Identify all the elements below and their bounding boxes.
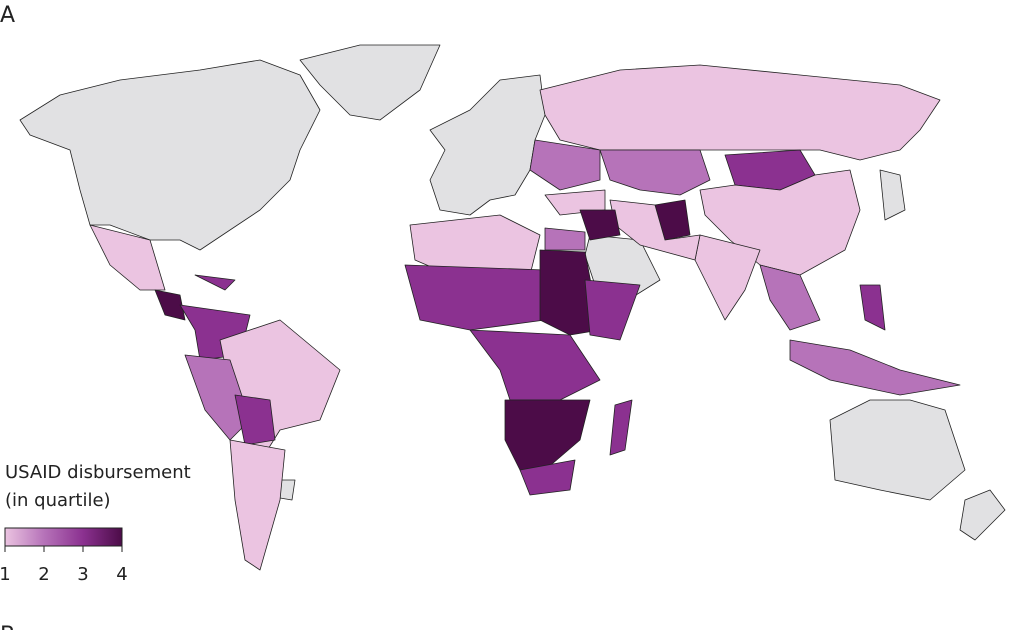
land-no-data xyxy=(299,44,441,121)
colored-land xyxy=(89,64,961,571)
land-region xyxy=(609,399,633,456)
land-region xyxy=(694,234,761,321)
no-data-land xyxy=(19,44,1006,541)
land-region xyxy=(89,224,166,291)
land-region xyxy=(699,169,861,276)
land-region xyxy=(584,279,641,341)
land-region xyxy=(154,289,186,321)
land-region xyxy=(184,354,251,441)
land-region xyxy=(579,209,621,241)
land-no-data xyxy=(959,489,1006,541)
legend-title: USAID disbursement xyxy=(5,462,191,483)
land-region xyxy=(519,459,576,496)
legend: USAID disbursement (in quartile) 1 2 3 4 xyxy=(0,462,191,585)
land-region xyxy=(194,274,236,291)
land-region xyxy=(529,139,601,191)
land-region xyxy=(234,394,276,446)
land-region xyxy=(759,264,821,331)
legend-title: (in quartile) xyxy=(5,490,111,511)
legend-bar xyxy=(4,527,123,547)
land-no-data xyxy=(279,479,296,501)
land-no-data xyxy=(879,169,906,221)
land-region xyxy=(539,64,941,161)
land-region xyxy=(859,284,886,331)
legend-tick-label: 4 xyxy=(116,564,127,585)
land-no-data xyxy=(19,59,321,251)
legend-tick-label: 2 xyxy=(38,564,49,585)
land-region xyxy=(469,329,601,401)
land-region xyxy=(539,249,601,336)
land-region xyxy=(789,339,961,396)
land-region xyxy=(609,199,701,261)
land-region xyxy=(229,439,286,571)
land-no-data xyxy=(829,399,966,501)
legend-tick-label: 3 xyxy=(77,564,88,585)
land-region xyxy=(599,149,711,196)
panel-label: A xyxy=(0,3,15,28)
legend-tick-label: 1 xyxy=(0,564,11,585)
land-region xyxy=(504,399,591,471)
land-region xyxy=(404,264,546,331)
panel-label-next: B xyxy=(0,623,15,630)
land-region xyxy=(544,227,586,251)
land-no-data xyxy=(429,74,546,216)
